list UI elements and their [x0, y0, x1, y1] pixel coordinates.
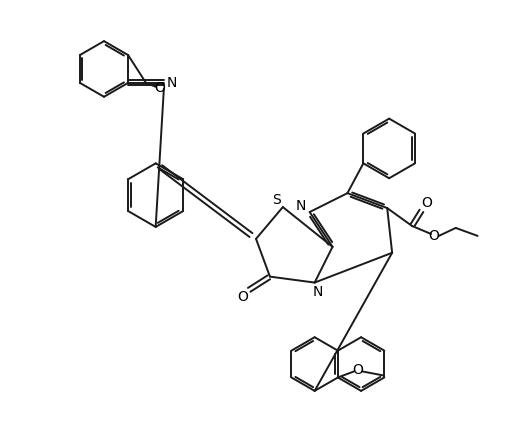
Text: N: N: [312, 285, 323, 299]
Text: O: O: [428, 229, 439, 243]
Text: S: S: [272, 193, 281, 207]
Text: O: O: [352, 362, 363, 377]
Text: O: O: [238, 290, 249, 305]
Text: O: O: [422, 196, 433, 210]
Text: N: N: [167, 76, 177, 90]
Text: N: N: [296, 199, 306, 213]
Text: O: O: [154, 81, 165, 95]
